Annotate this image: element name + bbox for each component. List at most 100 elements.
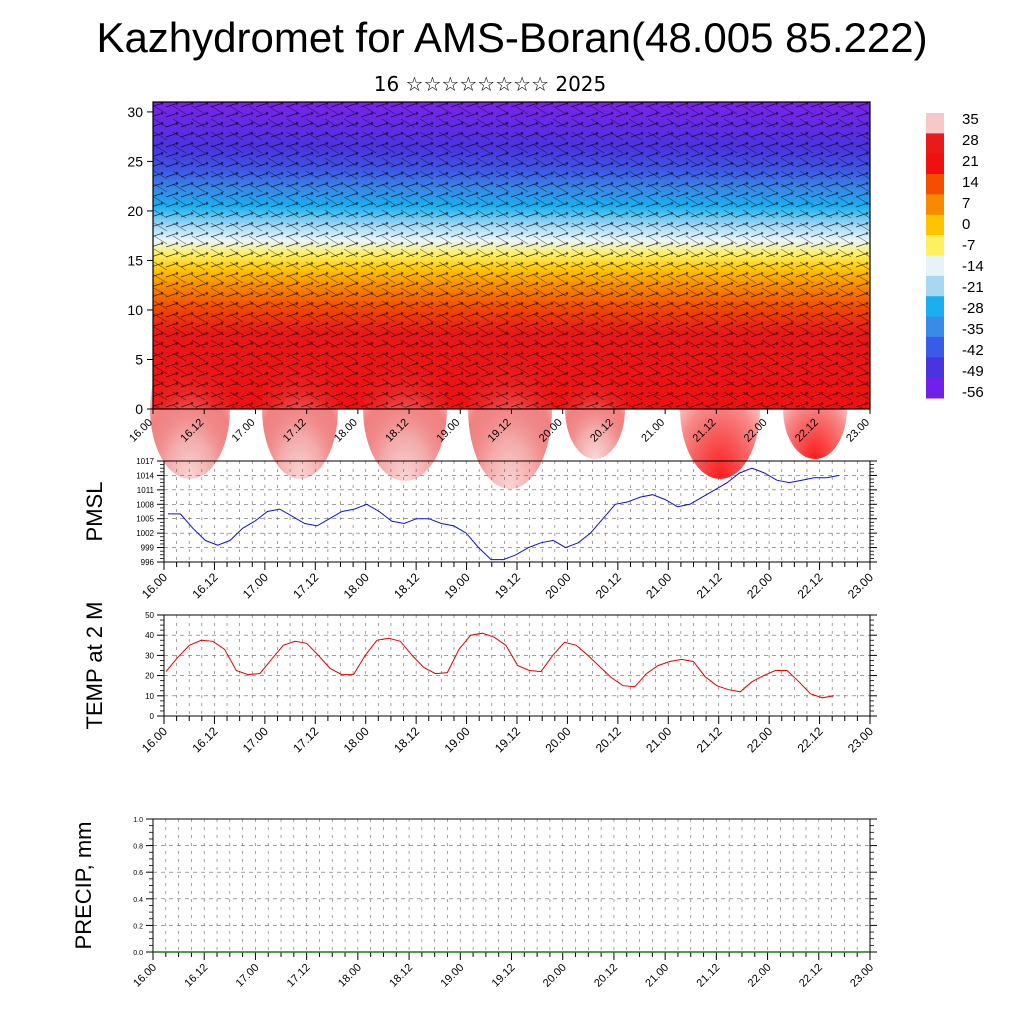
x-tick-label: 20.12 — [593, 570, 624, 601]
x-tick-label: 19.00 — [438, 962, 466, 990]
y-axis-label: PRECIP, mm — [71, 822, 96, 950]
temp-panel: 0 10 20 30 40 50 16.00 16.12 17.00 17.12 18.00 18.1… — [82, 602, 877, 755]
y-tick-label: 0 — [150, 712, 155, 721]
x-tick-label: 16.12 — [189, 570, 220, 601]
y-tick-label: 1008 — [136, 500, 154, 509]
x-tick-label: 22.12 — [797, 962, 825, 990]
y-tick-label: 40 — [145, 631, 154, 640]
y-tick-label: 999 — [141, 544, 155, 553]
x-tick-label: 18.00 — [341, 570, 372, 601]
y-axis: 0 5 10 15 20 25 30 — [127, 104, 153, 417]
colorbar-swatch — [926, 133, 944, 155]
y-tick-label: 1017 — [136, 457, 154, 466]
x-tick-label: 23.00 — [845, 570, 876, 601]
y-tick-label: 1014 — [136, 471, 154, 480]
x-tick-label: 21.12 — [694, 724, 725, 755]
colorbar-swatch — [926, 296, 944, 318]
colorbar-swatch — [926, 235, 944, 256]
x-tick-label: 23.00 — [844, 417, 872, 445]
x-tick-label: 18.12 — [391, 570, 422, 601]
colorbar-swatch — [926, 214, 944, 236]
colorbar-swatch — [926, 194, 944, 216]
colorbar: 35 28 21 14 7 0 -7 -14 -21 -28 -35 -42 -49 -56 — [926, 111, 984, 401]
x-tick-label: 17.00 — [240, 724, 271, 755]
y-tick-label: 30 — [145, 651, 154, 660]
x-tick-label: 21.12 — [694, 570, 725, 601]
x-tick-label: 18.12 — [387, 962, 415, 990]
x-tick-label: 18.00 — [341, 724, 372, 755]
colorbar-label: -56 — [962, 384, 984, 401]
x-tick-label: 20.00 — [541, 962, 569, 990]
x-tick-label: 21.00 — [639, 417, 667, 445]
y-tick-label: 1011 — [137, 486, 155, 495]
x-tick-label: 20.00 — [542, 724, 573, 755]
colorbar-swatch — [926, 174, 944, 195]
x-tick-label: 17.00 — [230, 417, 258, 445]
colorbar-swatch — [926, 336, 944, 358]
colorbar-swatch — [926, 113, 944, 134]
x-tick-label: 16.00 — [139, 570, 170, 601]
x-tick-label: 19.12 — [492, 570, 523, 601]
colorbar-label: -14 — [962, 258, 984, 275]
y-tick-label: 0.8 — [133, 844, 143, 851]
x-tick-label: 19.12 — [490, 962, 518, 990]
colorbar-label: -21 — [962, 279, 984, 296]
colorbar-label: 28 — [962, 132, 979, 149]
colorbar-label: -49 — [962, 363, 984, 380]
y-axis-label: PMSL — [82, 482, 107, 542]
x-tick-label: 21.00 — [643, 570, 674, 601]
x-tick-label: 17.00 — [234, 962, 262, 990]
x-tick-label: 17.00 — [240, 570, 271, 601]
y-tick-label: 0.0 — [133, 950, 143, 957]
x-tick-label: 16.00 — [139, 724, 170, 755]
x-tick-label: 22.12 — [795, 724, 826, 755]
y-tick-label: 20 — [145, 672, 154, 681]
colorbar-swatch — [926, 357, 944, 379]
colorbar-label: 14 — [962, 174, 979, 191]
y-tick-label: 25 — [127, 153, 143, 169]
x-tick-label: 21.00 — [643, 724, 674, 755]
streamlines — [153, 102, 870, 409]
x-tick-label: 19.00 — [442, 570, 473, 601]
y-tick-label: 1002 — [136, 529, 154, 538]
y-tick-label: 50 — [145, 611, 154, 620]
colorbar-label: -42 — [962, 342, 984, 359]
colorbar-label: -7 — [962, 237, 975, 254]
x-tick-label: 22.00 — [746, 962, 774, 990]
x-tick-label: 17.12 — [290, 570, 321, 601]
colorbar-label: -35 — [962, 321, 984, 338]
y-tick-label: 30 — [127, 104, 143, 120]
y-tick-label: 15 — [127, 252, 143, 268]
x-tick-label: 16.00 — [131, 962, 159, 990]
y-tick-label: 0.6 — [133, 870, 143, 877]
colorbar-swatch — [926, 153, 944, 175]
temp-series-line — [165, 632, 835, 699]
chart-title: Kazhydromet for AMS-Boran(48.005 85.222) — [96, 14, 928, 61]
colorbar-label: 21 — [962, 153, 979, 170]
x-tick-label: 23.00 — [848, 962, 876, 990]
x-tick-label: 19.00 — [442, 724, 473, 755]
precip-panel: 0.0 0.2 0.4 0.6 0.8 1.0 16.00 16.12 17.00 17.12 18… — [71, 817, 877, 990]
x-tick-label: 21.12 — [695, 962, 723, 990]
x-tick-label: 17.12 — [290, 724, 321, 755]
y-tick-label: 1005 — [136, 515, 154, 524]
colorbar-label: -28 — [962, 300, 984, 317]
x-tick-label: 22.12 — [795, 570, 826, 601]
x-tick-label: 16.12 — [182, 962, 210, 990]
y-tick-label: 10 — [145, 692, 154, 701]
pmsl-panel: 996 999 1002 1005 1008 1011 1014 1017 16.00 16.12… — [82, 457, 877, 601]
x-tick-label: 23.00 — [845, 724, 876, 755]
colorbar-swatch — [926, 377, 944, 399]
pmsl-series-line — [168, 467, 840, 561]
y-tick-label: 0.2 — [133, 923, 143, 930]
x-tick-label: 17.12 — [285, 962, 313, 990]
x-tick-label: 20.12 — [593, 724, 624, 755]
y-tick-label: 20 — [127, 203, 143, 219]
y-tick-label: 5 — [135, 351, 143, 367]
x-tick-label: 16.12 — [189, 724, 220, 755]
y-tick-label: 10 — [127, 302, 143, 318]
y-tick-label: 0 — [135, 401, 143, 417]
x-tick-label: 18.00 — [336, 962, 364, 990]
